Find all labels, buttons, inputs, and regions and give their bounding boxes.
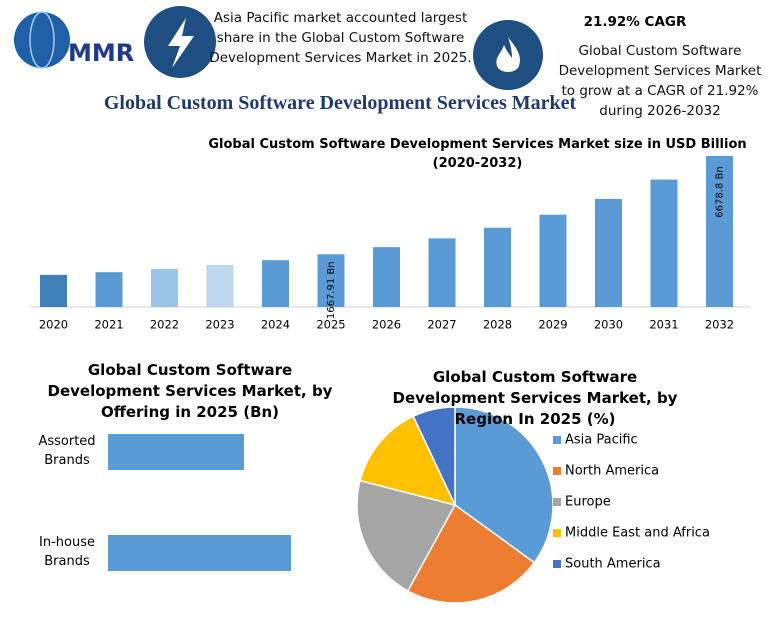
value-label: 1667.91 Bn bbox=[326, 261, 337, 319]
bar bbox=[706, 156, 733, 307]
callout-text: Global Custom Software Development Servi… bbox=[558, 43, 762, 119]
bar bbox=[262, 260, 289, 307]
legend-label: Asia Pacific bbox=[565, 433, 638, 448]
x-tick-label: 2024 bbox=[261, 318, 290, 332]
legend-label: South America bbox=[565, 557, 661, 572]
legend-swatch bbox=[553, 436, 561, 444]
bar bbox=[108, 434, 244, 470]
x-tick-label: 2029 bbox=[538, 318, 567, 332]
bar bbox=[373, 247, 400, 307]
main-title: Global Custom Software Development Servi… bbox=[103, 92, 577, 114]
bar bbox=[317, 254, 345, 307]
x-tick-label: 2028 bbox=[483, 318, 512, 332]
bar bbox=[595, 198, 622, 307]
bar bbox=[151, 268, 178, 307]
x-tick-label: 2025 bbox=[316, 318, 345, 332]
y-tick-label: In-house Brands bbox=[39, 535, 95, 569]
logo-globe bbox=[14, 12, 70, 68]
legend-swatch bbox=[553, 560, 561, 568]
callout-title: 21.92% CAGR bbox=[583, 14, 687, 30]
pie-slice bbox=[356, 479, 457, 592]
x-tick-label: 2030 bbox=[594, 318, 623, 332]
pie-slice bbox=[412, 406, 456, 506]
legend-label: North America bbox=[565, 464, 659, 479]
x-tick-label: 2021 bbox=[94, 318, 123, 332]
x-tick-label: 2032 bbox=[705, 318, 734, 332]
chart-title: Global Custom Software Development Servi… bbox=[47, 361, 333, 421]
bar bbox=[95, 272, 123, 307]
logo-text: MMR bbox=[68, 39, 134, 67]
bar bbox=[428, 238, 456, 307]
chart-title: Global Custom Software Development Servi… bbox=[208, 137, 747, 171]
x-tick-label: 2027 bbox=[427, 318, 456, 332]
x-tick-label: 2020 bbox=[39, 318, 68, 332]
bar bbox=[484, 227, 511, 307]
x-tick-label: 2022 bbox=[150, 318, 179, 332]
pie-slice bbox=[359, 415, 457, 507]
bar bbox=[539, 214, 567, 307]
icon-bolt bbox=[168, 18, 194, 68]
legend-swatch bbox=[553, 467, 561, 475]
x-tick-label: 2026 bbox=[372, 318, 401, 332]
pie-slice bbox=[406, 503, 536, 604]
x-tick-label: 2031 bbox=[649, 318, 678, 332]
value-label: 6678.8 Bn bbox=[715, 166, 726, 217]
callout-text: Asia Pacific market accounted largest sh… bbox=[209, 10, 472, 66]
legend-label: Middle East and Africa bbox=[565, 526, 710, 541]
bar bbox=[206, 264, 234, 307]
chart-title: Global Custom Software Development Servi… bbox=[392, 368, 678, 428]
pie-slice bbox=[454, 406, 554, 564]
legend-swatch bbox=[553, 498, 561, 506]
bar bbox=[108, 535, 291, 571]
bar bbox=[40, 274, 67, 307]
y-tick-label: Assorted Brands bbox=[38, 434, 96, 468]
legend-label: Europe bbox=[565, 495, 611, 510]
icon-flame bbox=[496, 37, 520, 72]
x-tick-label: 2023 bbox=[205, 318, 234, 332]
legend-swatch bbox=[553, 529, 561, 537]
bar bbox=[650, 179, 678, 307]
logo-globe-line bbox=[29, 11, 55, 69]
